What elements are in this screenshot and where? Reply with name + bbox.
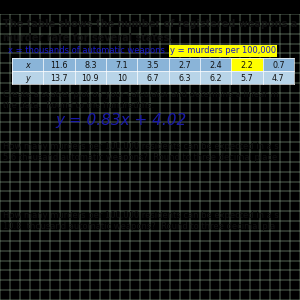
Text: 13.7: 13.7: [50, 74, 68, 82]
FancyBboxPatch shape: [12, 58, 294, 71]
Text: 5.6 thousand automatic weapons?  Round to three decimal place: 5.6 thousand automatic weapons? Round to…: [3, 153, 277, 162]
Text: Create a scatter plot on your calculator and determine a linear m: Create a scatter plot on your calculator…: [3, 90, 278, 99]
Text: How many murders per 100,000 residents can be expected in a s: How many murders per 100,000 residents c…: [3, 142, 279, 151]
Text: 11.6: 11.6: [50, 61, 68, 70]
Text: 7.1: 7.1: [116, 61, 128, 70]
Text: 2.4: 2.4: [209, 61, 222, 70]
Text: the data.  Round to the hundredths.: the data. Round to the hundredths.: [3, 101, 154, 110]
Text: y = murders per 100,000: y = murders per 100,000: [170, 46, 276, 56]
Text: 6.3: 6.3: [178, 74, 190, 82]
Text: How many murders per 100,000 residents can be expected in a s: How many murders per 100,000 residents c…: [3, 211, 279, 220]
FancyBboxPatch shape: [12, 71, 294, 84]
Text: murder rate for several states.: murder rate for several states.: [3, 33, 173, 43]
Text: 8.3: 8.3: [84, 61, 97, 70]
Text: 6.7: 6.7: [147, 74, 159, 82]
Text: 10: 10: [117, 74, 127, 82]
Text: y = 0.83x + 4.02: y = 0.83x + 4.02: [55, 112, 186, 128]
Text: y: y: [25, 74, 30, 82]
Text: 3.5: 3.5: [147, 61, 159, 70]
Text: x = thousands of automatic weapons: x = thousands of automatic weapons: [8, 46, 165, 56]
FancyBboxPatch shape: [231, 58, 263, 71]
Text: 4.7: 4.7: [272, 74, 285, 82]
Text: x: x: [25, 61, 30, 70]
Text: 2.2: 2.2: [241, 61, 254, 70]
FancyBboxPatch shape: [0, 9, 300, 14]
Text: 10.8  thousand automatic weapons?  Round to three decimal pla: 10.8 thousand automatic weapons? Round t…: [3, 222, 275, 231]
Text: 2.7: 2.7: [178, 61, 191, 70]
Text: The table shows the number of registered weapons a: The table shows the number of registered…: [3, 19, 297, 29]
Text: 5.7: 5.7: [241, 74, 254, 82]
Text: 10.9: 10.9: [82, 74, 99, 82]
Text: 6.2: 6.2: [209, 74, 222, 82]
Text: 0.7: 0.7: [272, 61, 285, 70]
